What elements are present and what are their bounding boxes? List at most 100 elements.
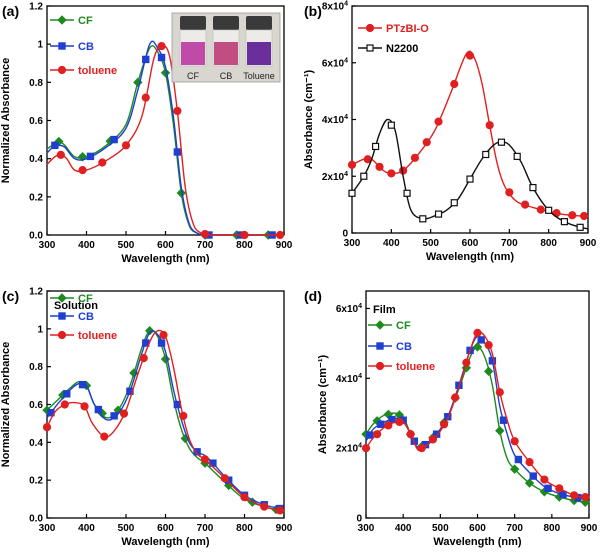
y-tick-label: 6x104 <box>322 57 348 69</box>
data-point <box>483 366 494 377</box>
legend-label: toluene <box>78 330 117 342</box>
series-line <box>46 45 281 236</box>
data-point <box>348 189 356 197</box>
data-point <box>451 393 460 402</box>
data-point <box>395 417 404 427</box>
legend-label: CF <box>78 15 93 27</box>
data-point <box>144 326 155 336</box>
x-tick-label: 900 <box>581 523 598 534</box>
y-tick-exponent: 4 <box>358 373 362 380</box>
data-point <box>157 53 166 62</box>
x-tick-label: 500 <box>118 240 135 251</box>
data-point <box>347 160 357 169</box>
y-tick-label: 1 <box>37 324 43 335</box>
data-point <box>513 152 521 160</box>
data-point <box>141 93 150 102</box>
data-point <box>373 430 382 439</box>
vial-liquid <box>247 42 271 65</box>
data-point <box>576 223 584 231</box>
legend-label: CB <box>396 341 412 353</box>
legend-marker <box>58 312 66 320</box>
data-point <box>555 484 564 493</box>
data-point <box>462 358 471 367</box>
legend-label: PTzBI-O <box>386 23 429 35</box>
legend-marker <box>57 293 67 303</box>
chart-panel-4: 300 400 500 600 700 800 900 0 2x104 4x104 6x104 Wav… <box>304 288 598 548</box>
y-tick-label: 0.6 <box>29 400 43 411</box>
legend-label: CB <box>78 311 94 323</box>
legend-label: toluene <box>78 65 117 77</box>
y-tick-label: 0.6 <box>29 116 43 127</box>
data-point <box>536 205 545 214</box>
legend-label: toluene <box>396 361 435 373</box>
data-point <box>432 430 441 438</box>
data-point <box>63 390 71 398</box>
x-tick-label: 400 <box>78 240 95 251</box>
y-tick-exponent: 4 <box>358 303 362 310</box>
data-point <box>275 506 285 515</box>
y-tick-label: 0.8 <box>29 78 43 89</box>
x-tick-label: 900 <box>276 240 293 251</box>
data-point <box>473 328 482 338</box>
data-point <box>387 121 395 129</box>
x-tick-label: 300 <box>39 240 56 251</box>
data-point <box>110 412 118 420</box>
chart-panel-2: 300 400 500 600 700 800 900 0 2x104 4x104 6x104 8x1… <box>303 1 597 264</box>
y-tick-label: 4x104 <box>336 373 362 385</box>
y-tick-exponent: 4 <box>344 171 348 178</box>
y-tick-label: 8x104 <box>322 1 348 13</box>
y-axis-label: Normalized Absorbance <box>0 342 12 468</box>
data-point <box>505 188 514 197</box>
legend-marker <box>57 15 67 25</box>
vial-cap <box>180 16 206 30</box>
legend-marker <box>57 330 67 340</box>
data-point <box>477 336 485 344</box>
data-point <box>366 431 374 439</box>
data-point <box>56 150 65 159</box>
data-point <box>570 491 579 500</box>
x-tick-label: 400 <box>395 523 412 534</box>
y-tick-label: 1 <box>37 40 43 51</box>
x-tick-label: 300 <box>358 523 375 534</box>
data-point <box>375 162 384 171</box>
y-tick-label: 0 <box>342 229 348 240</box>
data-point <box>142 55 150 64</box>
y-tick-label: 2x104 <box>322 171 348 183</box>
panel-annotation: Film <box>373 304 396 316</box>
legend-marker <box>375 361 385 371</box>
data-point <box>360 172 368 180</box>
x-tick-label: 600 <box>469 523 486 534</box>
data-point <box>524 478 535 488</box>
data-point <box>482 150 490 159</box>
data-point <box>497 138 506 146</box>
y-tick-label: 0.4 <box>29 154 43 165</box>
series-toluene: toluene <box>42 329 285 515</box>
x-tick-label: 800 <box>540 238 557 249</box>
legend-label: N2200 <box>386 43 418 55</box>
data-point <box>472 342 483 352</box>
data-point <box>80 402 89 411</box>
data-point <box>139 354 148 363</box>
x-tick-label: 500 <box>118 523 135 534</box>
data-point <box>60 400 69 409</box>
y-tick-label: 0.4 <box>29 438 43 449</box>
data-point <box>377 420 385 428</box>
series-ptzbi-o: PTzBI-O <box>347 23 589 221</box>
panel-label: (c) <box>2 288 19 304</box>
data-point <box>510 437 519 446</box>
y-tick-label: 0.2 <box>29 192 43 203</box>
x-axis-label: Wavelength (nm) <box>121 253 210 265</box>
data-point <box>450 199 458 207</box>
vial-liquid <box>181 42 205 65</box>
data-point <box>200 229 210 239</box>
y-axis-label: Normalized Absorbance <box>0 58 12 184</box>
chart-panel-3: 300 400 500 600 700 800 900 0.0 0.2 0.4 0.6 0.8 1 1.2… <box>0 287 293 549</box>
y-axis-label: Absorbance (cm⁻¹) <box>303 70 315 170</box>
data-point <box>383 409 394 420</box>
data-point <box>200 455 210 464</box>
data-point <box>544 484 552 493</box>
series-toluene: toluene <box>361 328 590 502</box>
data-point <box>529 184 537 192</box>
chart-panel-1: 300 400 500 600 700 800 900 0.0 0.2 0.4 0.6 0.8 1 1.2… <box>0 2 293 266</box>
